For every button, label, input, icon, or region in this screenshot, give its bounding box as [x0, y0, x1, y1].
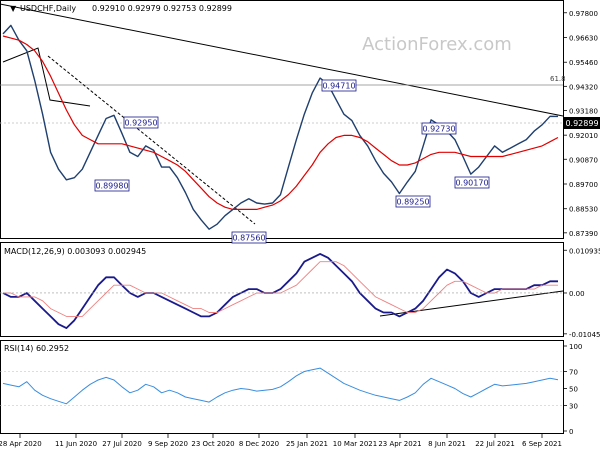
rsi-tick-label: 50 [569, 386, 578, 394]
price-tick-label: 0.90870 [569, 156, 598, 164]
x-tick-label: 11 Jun 2020 [55, 440, 97, 448]
x-tick-label: 23 Apr 2021 [378, 440, 421, 448]
swing-label: 0.89250 [396, 198, 429, 207]
x-tick-label: 22 Jul 2021 [475, 440, 515, 448]
price-tick-label: 0.89700 [569, 181, 598, 189]
price-tick-label: 0.96630 [569, 34, 598, 42]
rsi-series-group [2, 367, 559, 405]
down-dashed-trendline [47, 55, 256, 225]
price-tick-label: 0.95460 [569, 59, 598, 67]
swing-label: 0.92730 [422, 125, 455, 134]
swing-label-box [321, 79, 357, 92]
swing-label-box [421, 122, 457, 135]
price-tick-label: 0.87390 [569, 230, 598, 238]
swing-label: 0.89980 [95, 182, 128, 191]
price-series-1 [2, 35, 559, 210]
price-tick-label: 0.92010 [569, 132, 598, 140]
chart-header: ▼ USDCHF,Daily 0.92910 0.92979 0.92753 0… [10, 4, 232, 13]
swing-label-box [395, 195, 431, 208]
x-axis: 28 Apr 2020 11 Jun 2020 27 Jul 2020 9 Sep 2… [0, 434, 562, 448]
price-tick-label: 0.93180 [569, 107, 598, 115]
swing-label: 0.92950 [124, 119, 157, 128]
price-tick-label: 0.94320 [569, 83, 598, 91]
swing-label: 0.94710 [322, 82, 355, 91]
rsi-tick-label: 0 [569, 428, 573, 436]
macd-tick-label: 0.00 [569, 290, 585, 298]
macd-series-0 [2, 252, 558, 330]
price-series-0 [2, 24, 559, 230]
x-tick-label: 8 Jun 2021 [428, 440, 466, 448]
swing-label-box [231, 231, 267, 244]
x-tick-label: 28 Apr 2020 [0, 440, 42, 448]
rsi-axis: 100 70 50 30 0 [563, 343, 582, 436]
macd-axis: 0.010935 0.00 -0.010459 [563, 247, 600, 339]
swing-label-box [454, 176, 490, 189]
x-tick-label: 8 Dec 2020 [239, 440, 279, 448]
rsi-tick-label: 30 [569, 403, 578, 411]
swing-label-box [94, 179, 130, 192]
fib-label: 61.8 [550, 75, 566, 83]
symbol-timeframe: USDCHF,Daily [20, 4, 76, 13]
rsi-panel-frame [0, 340, 564, 434]
long-term-trendline [0, 3, 564, 117]
macd-label: MACD(12,26,9) 0.003093 0.002945 [4, 247, 146, 256]
swing-label-box [123, 116, 159, 129]
swing-label: 0.87560 [232, 234, 265, 243]
x-tick-label: 6 Sep 2021 [522, 440, 562, 448]
ohlc-values: 0.92910 0.92979 0.92753 0.92899 [92, 4, 232, 13]
macd-tick-label: 0.010935 [569, 247, 600, 255]
current-price-tag-bg [564, 117, 600, 129]
current-price-tag: 0.92899 [565, 119, 598, 128]
price-tick-label: 0.88530 [569, 206, 598, 214]
icon-triangle: ▼ [10, 4, 17, 13]
x-tick-label: 25 Jan 2021 [286, 440, 328, 448]
x-tick-label: 27 Jul 2020 [102, 440, 142, 448]
rsi-series-0 [2, 367, 559, 405]
price-annotations: 0.94710 0.92950 0.92730 0.89980 0.90170 0.892… [94, 79, 490, 244]
rsi-label: RSI(14) 60.2952 [4, 344, 69, 353]
rsi-tick-label: 70 [569, 369, 578, 377]
rsi-tick-label: 100 [569, 343, 582, 351]
rsi-guide-lines [0, 371, 563, 406]
macd-series-group [0, 252, 563, 330]
early-channel-lines [2, 47, 91, 107]
price-axis: 0.97800 0.96630 0.95460 0.94320 0.93180 0.920… [563, 10, 598, 238]
x-tick-label: 10 Mar 2021 [333, 440, 377, 448]
watermark: ActionForex.com [362, 34, 512, 55]
price-panel-frame [0, 0, 564, 239]
price-tick-label: 0.97800 [569, 10, 598, 18]
x-tick-label: 9 Sep 2020 [148, 440, 188, 448]
swing-label: 0.90170 [455, 179, 488, 188]
price-series-group [2, 24, 559, 230]
x-tick-label: 23 Oct 2020 [191, 440, 234, 448]
macd-tick-label: -0.010459 [569, 331, 600, 339]
